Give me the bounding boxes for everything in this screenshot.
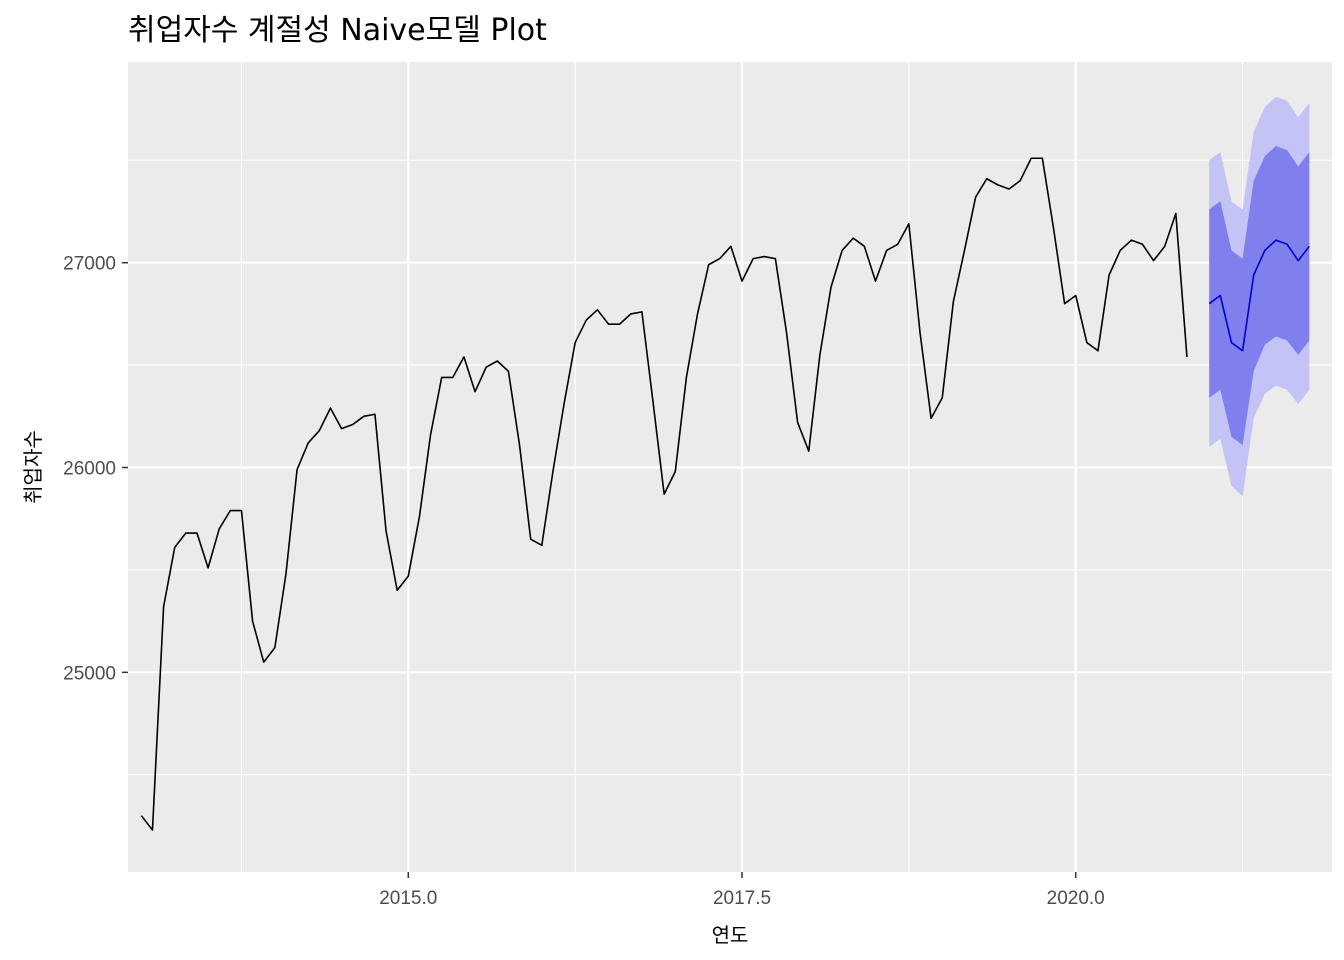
y-tick-label: 25000: [63, 663, 116, 684]
major-gridlines: [128, 62, 1332, 872]
x-tick-label: 2017.5: [713, 888, 771, 909]
forecast-series-line: [1208, 239, 1310, 352]
y-axis: 25000 26000 27000: [63, 254, 128, 684]
band-80: [1209, 145, 1310, 445]
y-axis-title: 취업자수: [21, 430, 45, 504]
series-lines: [140, 157, 1310, 831]
y-tick-label: 26000: [63, 459, 116, 480]
y-tick-label: 27000: [63, 254, 116, 275]
x-axis: 2015.0 2017.5 2020.0: [379, 872, 1105, 909]
actual-series-line: [140, 157, 1188, 831]
x-axis-title: 연도: [712, 923, 749, 947]
x-tick-label: 2020.0: [1047, 888, 1105, 909]
prediction-intervals: [1209, 96, 1310, 497]
x-tick-label: 2015.0: [379, 888, 437, 909]
chart-title: 취업자수 계절성 Naive모델 Plot: [128, 13, 547, 48]
